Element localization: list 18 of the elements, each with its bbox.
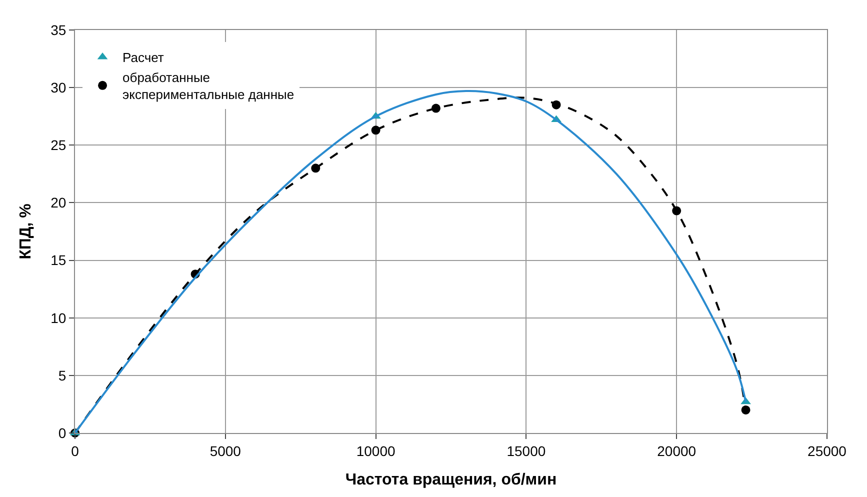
legend-label: обработанные экспериментальные данные: [122, 70, 294, 102]
x-tick-label: 25000: [808, 442, 847, 459]
y-tick-label: 35: [50, 22, 66, 38]
x-tick-label: 5000: [210, 442, 242, 459]
y-tick-label: 25: [50, 137, 66, 154]
y-tick-label: 10: [50, 310, 66, 326]
legend-label: Расчет: [122, 50, 164, 66]
x-tick-label: 0: [71, 442, 80, 459]
x-tick-label: 15000: [506, 442, 546, 459]
y-tick-label: 0: [58, 424, 66, 441]
y-tick-label: 20: [50, 194, 66, 211]
y-tick-label: 5: [58, 367, 66, 384]
x-axis-title: Частота вращения, об/мин: [345, 472, 557, 488]
y-tick-label: 15: [50, 252, 66, 268]
y-tick-label: 30: [50, 79, 66, 96]
x-tick-label: 20000: [657, 442, 696, 459]
x-tick-label: 10000: [356, 442, 396, 459]
y-axis-title: КПД, %: [18, 204, 35, 260]
